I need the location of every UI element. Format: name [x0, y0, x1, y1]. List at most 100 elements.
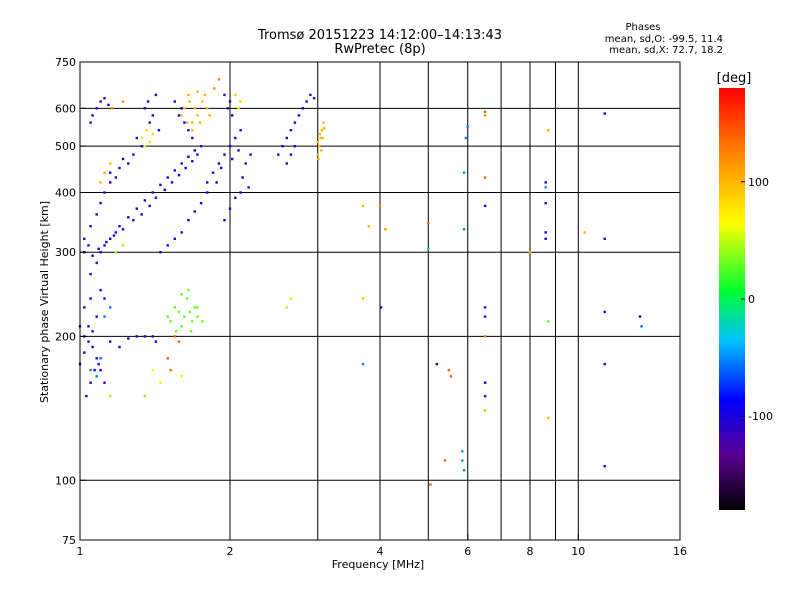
- data-point: [187, 129, 190, 132]
- data-point: [140, 136, 143, 140]
- data-point: [196, 90, 199, 93]
- colorbar-ticks: 100 0 -100: [741, 176, 773, 423]
- data-point: [231, 114, 234, 117]
- data-point: [289, 129, 293, 132]
- data-point: [143, 107, 147, 110]
- data-point: [95, 315, 98, 318]
- data-point: [483, 114, 487, 117]
- data-point: [547, 320, 550, 323]
- data-point: [109, 394, 112, 398]
- phase-stats-o: mean, sd,O: -99.5, 11.4: [605, 34, 723, 45]
- data-point: [95, 357, 98, 360]
- data-point: [121, 100, 125, 103]
- data-point: [85, 394, 88, 398]
- y-tick-label: 750: [55, 56, 76, 69]
- data-point: [166, 176, 169, 179]
- data-point: [99, 288, 102, 292]
- x-tick-label: 6: [464, 545, 471, 558]
- data-point: [183, 107, 186, 110]
- data-point: [89, 381, 92, 384]
- data-point: [99, 368, 102, 372]
- data-point: [121, 157, 125, 161]
- data-point: [97, 247, 100, 250]
- data-point: [241, 176, 244, 179]
- x-tick-label: 2: [227, 545, 234, 558]
- data-point: [603, 465, 606, 468]
- colorbar-tick-label: 0: [748, 293, 755, 306]
- data-point: [640, 325, 643, 328]
- data-point: [312, 97, 316, 100]
- data-point: [483, 306, 487, 309]
- data-point: [462, 171, 466, 174]
- data-point: [234, 196, 237, 199]
- data-point: [483, 381, 487, 384]
- data-point: [121, 244, 125, 247]
- data-point: [321, 136, 324, 140]
- data-point: [103, 297, 106, 300]
- data-point: [103, 171, 106, 174]
- data-point: [191, 129, 194, 132]
- data-point: [99, 181, 102, 184]
- data-point: [379, 306, 383, 309]
- data-point: [464, 136, 468, 140]
- data-point: [198, 121, 202, 124]
- data-point: [187, 288, 190, 292]
- data-point: [89, 297, 92, 300]
- data-point: [483, 204, 487, 208]
- data-point: [148, 140, 151, 144]
- x-axis-label: Frequency [MHz]: [332, 558, 424, 571]
- data-point: [132, 219, 135, 222]
- data-point: [93, 368, 96, 372]
- data-point: [277, 153, 280, 156]
- data-point: [301, 107, 304, 110]
- data-point: [447, 368, 451, 372]
- data-point: [187, 93, 190, 97]
- data-point: [206, 181, 209, 184]
- data-point: [148, 204, 151, 208]
- data-point: [361, 362, 365, 366]
- data-point: [429, 483, 432, 486]
- data-point: [159, 251, 162, 254]
- data-point: [191, 160, 194, 163]
- data-point: [239, 191, 242, 194]
- data-point: [180, 107, 183, 110]
- data-point: [183, 315, 186, 318]
- data-point: [196, 114, 199, 117]
- phase-stats-x: mean, sd,X: 72.7, 18.2: [609, 45, 723, 56]
- phase-heading: Phases: [625, 22, 660, 33]
- data-point: [547, 416, 550, 420]
- data-point: [318, 145, 321, 148]
- data-point: [159, 381, 162, 384]
- x-tick-label: 8: [527, 545, 534, 558]
- data-point: [193, 306, 196, 309]
- data-point: [462, 228, 466, 231]
- data-point: [114, 176, 117, 179]
- data-point: [483, 176, 487, 179]
- data-point: [193, 149, 196, 152]
- data-point: [103, 244, 106, 247]
- data-point: [293, 121, 297, 124]
- colorbar-tick-label: 100: [748, 176, 769, 189]
- data-point: [166, 315, 169, 318]
- data-point: [185, 121, 189, 124]
- data-point: [143, 145, 147, 148]
- y-tick-label: 600: [55, 102, 76, 115]
- data-point: [169, 320, 172, 323]
- data-point: [466, 125, 469, 128]
- colorbar-tick-label: -100: [748, 410, 773, 423]
- data-point: [544, 201, 547, 205]
- data-point: [91, 330, 94, 333]
- data-point: [196, 153, 199, 156]
- data-point: [297, 114, 301, 117]
- data-point: [143, 394, 147, 398]
- y-tick-label: 300: [55, 246, 76, 259]
- data-point: [180, 375, 183, 378]
- data-point: [247, 186, 250, 189]
- data-point: [203, 93, 206, 97]
- data-point: [135, 136, 138, 140]
- data-point: [135, 207, 138, 210]
- data-point: [107, 103, 110, 107]
- data-point: [289, 297, 293, 300]
- data-point: [114, 251, 117, 254]
